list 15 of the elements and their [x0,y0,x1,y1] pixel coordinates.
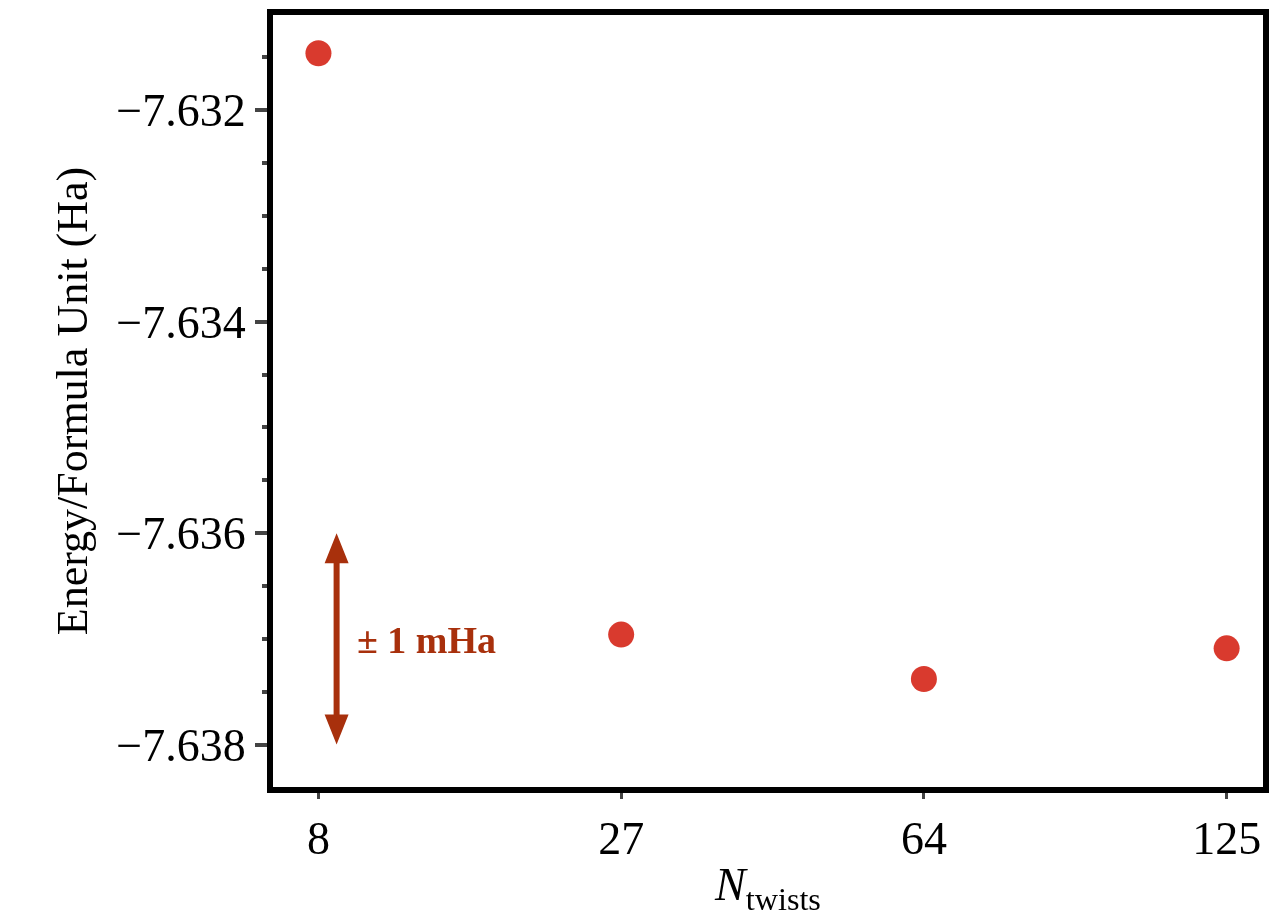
x-tick-label: 8 [306,813,330,865]
x-tick-label: 125 [1192,813,1262,865]
point [305,40,332,67]
x-tick-label: 64 [900,813,947,865]
point [1213,635,1240,662]
y-tick-label: −7.632 [116,85,246,137]
point [608,621,635,648]
point [910,666,937,692]
x-tick-label: 27 [598,813,645,865]
x-axis-title: N$_{twists}$ [714,859,821,917]
annotation: ± 1 mHa [357,619,497,661]
y-axis-title: Energy/Formula Unit (Ha) [48,166,98,636]
y-tick-label: −7.634 [116,296,246,348]
y-tick-label: −7.636 [116,508,246,560]
y-tick-label: −7.638 [116,719,246,771]
